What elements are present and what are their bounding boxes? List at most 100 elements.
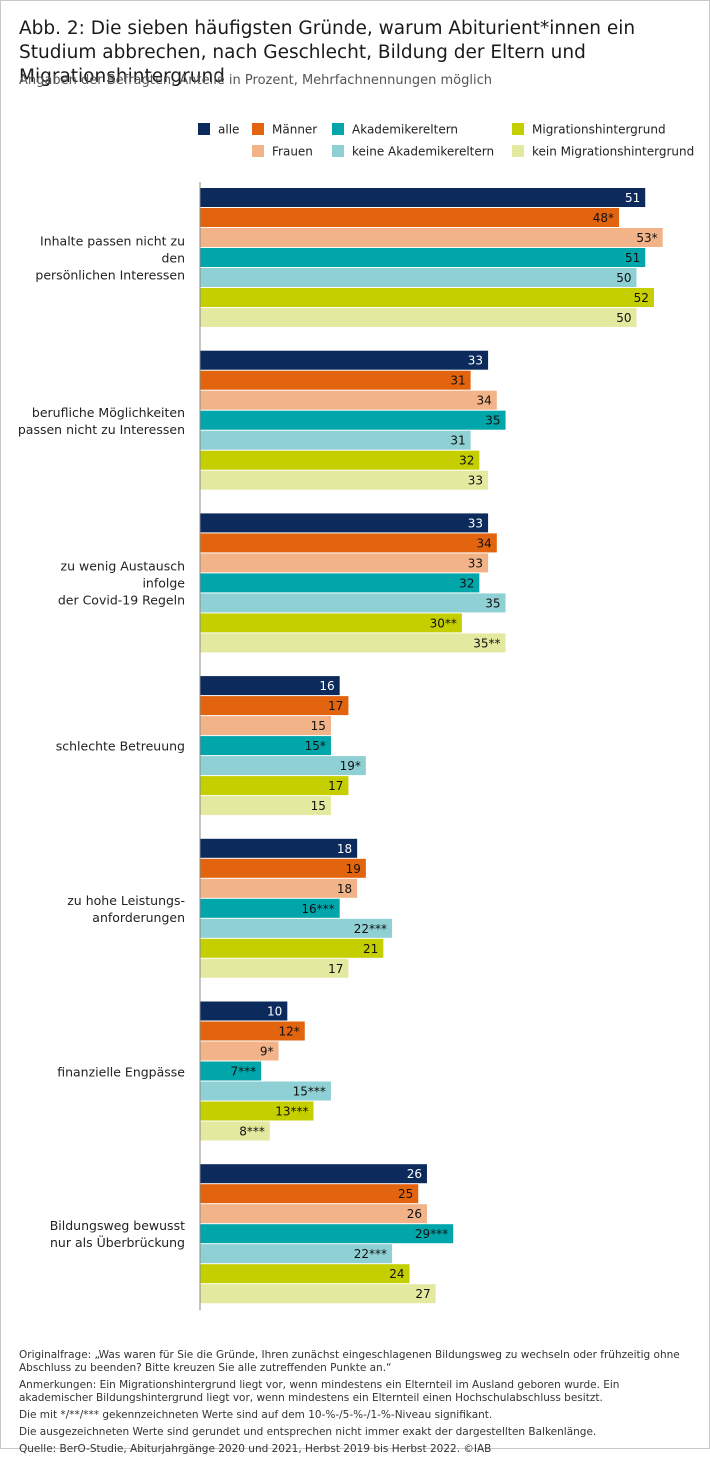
value-label: 16 — [319, 679, 334, 693]
value-label: 52 — [634, 291, 649, 305]
bar — [200, 228, 663, 247]
category-label: Inhalte passen nicht zu den persönlichen… — [35, 233, 185, 283]
value-label: 16*** — [301, 902, 334, 916]
value-label: 33 — [468, 354, 483, 368]
value-label: 30** — [430, 616, 457, 630]
bar — [200, 1264, 410, 1284]
bar — [200, 938, 384, 958]
bar — [200, 268, 637, 287]
category-label: finanzielle Engpässe — [57, 1064, 185, 1079]
bar — [200, 898, 340, 918]
legend-swatch — [252, 145, 264, 157]
value-label: 18 — [337, 882, 352, 896]
bar — [200, 450, 480, 470]
bar — [200, 430, 471, 450]
bar — [200, 1204, 427, 1224]
value-label: 34 — [477, 394, 492, 408]
bar — [200, 633, 506, 653]
legend-swatch — [332, 145, 344, 157]
footnote: Originalfrage: „Was waren für Sie die Gr… — [19, 1349, 680, 1374]
value-label: 50 — [616, 271, 631, 285]
bar — [200, 1081, 331, 1101]
bar — [200, 776, 349, 796]
footnote: Die ausgezeichneten Werte sind gerundet … — [19, 1426, 597, 1438]
chart: alle Männer Frauen Akademikereltern keine Ak… — [198, 123, 694, 1311]
value-label: 18 — [337, 842, 352, 856]
value-label: 8*** — [239, 1125, 265, 1139]
value-label: 35 — [485, 596, 500, 610]
bar — [200, 1021, 305, 1041]
category-label: zu hohe Leistungs- anforderungen — [67, 892, 185, 925]
value-label: 33 — [468, 556, 483, 570]
value-label: 31 — [450, 434, 465, 448]
value-label: 22*** — [354, 922, 387, 936]
legend-label: keine Akademikereltern — [352, 145, 494, 159]
value-label: 53* — [636, 231, 657, 245]
value-label: 13*** — [275, 1105, 308, 1119]
value-label: 33 — [468, 474, 483, 488]
bar — [200, 350, 489, 370]
value-label: 34 — [477, 536, 492, 550]
bar — [200, 1284, 436, 1304]
bar — [200, 1121, 270, 1141]
value-label: 25 — [398, 1187, 413, 1201]
bar — [200, 1164, 427, 1184]
bar — [200, 573, 480, 593]
bar — [200, 838, 358, 858]
footnote: Anmerkungen: Ein Migrationshintergrund l… — [19, 1379, 620, 1404]
bar — [200, 288, 654, 307]
bar — [200, 676, 340, 696]
value-label: 51 — [625, 251, 640, 265]
value-label: 33 — [468, 516, 483, 530]
bar — [200, 958, 349, 978]
value-label: 15* — [305, 739, 326, 753]
bar — [200, 248, 646, 267]
bar — [200, 858, 366, 878]
value-label: 15 — [311, 799, 326, 813]
value-label: 19 — [346, 862, 361, 876]
bar — [200, 1244, 393, 1264]
category-label: schlechte Betreuung — [55, 738, 185, 754]
value-label: 10 — [267, 1005, 282, 1019]
value-label: 19* — [340, 759, 361, 773]
category-label: berufliche Möglichkeiten passen nicht zu… — [17, 404, 185, 437]
legend-swatch — [512, 145, 524, 157]
bar — [200, 1041, 279, 1061]
bar — [200, 756, 366, 776]
legend-label: alle — [218, 123, 239, 137]
legend-swatch — [252, 123, 264, 135]
legend-label: Akademikereltern — [352, 123, 458, 137]
value-label: 7*** — [230, 1065, 256, 1079]
category-label: zu wenig Austausch infolge der Covid-19 … — [57, 558, 185, 608]
legend-label: Männer — [272, 123, 317, 137]
value-label: 26 — [407, 1167, 422, 1181]
value-label: 26 — [407, 1207, 422, 1221]
bar — [200, 308, 637, 327]
bar — [200, 513, 489, 533]
value-label: 17 — [328, 699, 343, 713]
value-label: 27 — [415, 1287, 430, 1301]
value-label: 48* — [593, 211, 614, 225]
bar — [200, 1224, 454, 1244]
bar — [200, 736, 331, 756]
value-label: 12* — [278, 1025, 299, 1039]
category-label: Bildungsweg bewusst nur als Überbrückung — [49, 1218, 185, 1251]
bar — [200, 1061, 262, 1081]
notes: Originalfrage: „Was waren für Sie die Gr… — [19, 1349, 694, 1460]
bar — [200, 1101, 314, 1121]
legend-label: Frauen — [272, 145, 313, 159]
bar — [200, 1184, 419, 1204]
bar — [200, 918, 393, 938]
legend-swatch — [512, 123, 524, 135]
bar — [200, 878, 358, 898]
legend-label: kein Migrationshintergrund — [532, 145, 694, 159]
bar — [200, 1001, 288, 1021]
value-label: 51 — [625, 191, 640, 205]
bar — [200, 796, 331, 816]
value-label: 15*** — [293, 1085, 326, 1099]
value-label: 9* — [260, 1045, 274, 1059]
value-label: 22*** — [354, 1247, 387, 1261]
footnote: Quelle: BerO-Studie, Abiturjahrgänge 202… — [19, 1443, 492, 1455]
value-label: 15 — [311, 719, 326, 733]
